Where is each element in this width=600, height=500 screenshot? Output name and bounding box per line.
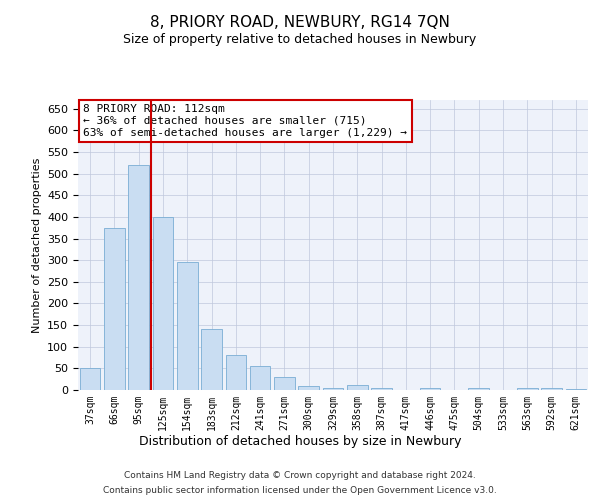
Bar <box>517 388 538 390</box>
Bar <box>541 388 562 390</box>
Bar <box>152 217 173 390</box>
Text: Contains HM Land Registry data © Crown copyright and database right 2024.: Contains HM Land Registry data © Crown c… <box>124 471 476 480</box>
Bar <box>80 368 100 390</box>
Bar <box>298 386 319 390</box>
Bar <box>469 388 489 390</box>
Bar <box>323 388 343 390</box>
Text: 8, PRIORY ROAD, NEWBURY, RG14 7QN: 8, PRIORY ROAD, NEWBURY, RG14 7QN <box>150 15 450 30</box>
Text: Contains public sector information licensed under the Open Government Licence v3: Contains public sector information licen… <box>103 486 497 495</box>
Bar <box>371 388 392 390</box>
Bar <box>347 385 368 390</box>
Bar <box>201 330 222 390</box>
Bar <box>177 262 197 390</box>
Text: Size of property relative to detached houses in Newbury: Size of property relative to detached ho… <box>124 32 476 46</box>
Bar <box>420 388 440 390</box>
Bar <box>566 389 586 390</box>
Bar <box>128 165 149 390</box>
Bar <box>104 228 125 390</box>
Text: 8 PRIORY ROAD: 112sqm
← 36% of detached houses are smaller (715)
63% of semi-det: 8 PRIORY ROAD: 112sqm ← 36% of detached … <box>83 104 407 138</box>
Bar <box>274 377 295 390</box>
Text: Distribution of detached houses by size in Newbury: Distribution of detached houses by size … <box>139 435 461 448</box>
Y-axis label: Number of detached properties: Number of detached properties <box>32 158 41 332</box>
Bar <box>250 366 271 390</box>
Bar <box>226 356 246 390</box>
